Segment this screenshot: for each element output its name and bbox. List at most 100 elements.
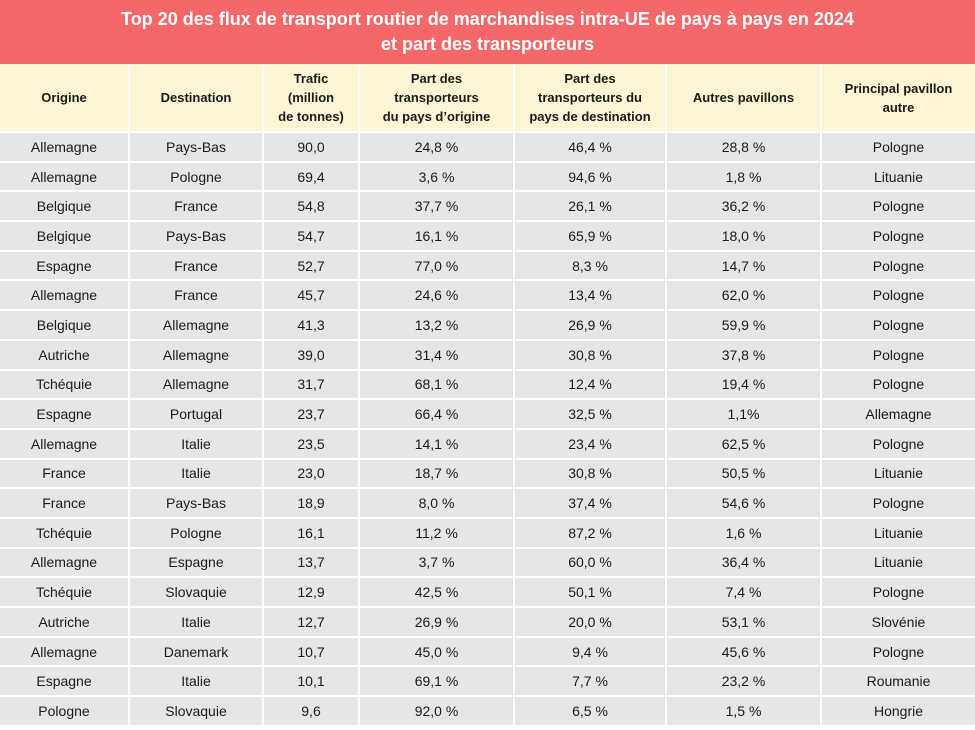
cell-part-origine: 77,0 %: [360, 251, 515, 282]
cell-part-destination: 46,4 %: [515, 133, 667, 163]
cell-trafic: 41,3: [264, 311, 360, 341]
header-part-destination-line-1: Part des: [564, 71, 616, 86]
cell-destination: Italie: [130, 429, 264, 460]
cell-trafic: 18,9: [264, 489, 360, 519]
cell-principal-pavillon: Roumanie: [822, 667, 975, 698]
table-row: Tchéquie Allemagne 31,7 68,1 % 12,4 % 19,4 % P…: [0, 370, 975, 401]
cell-part-destination: 65,9 %: [515, 222, 667, 252]
header-principal-pavillon: Principal pavillon autre: [822, 64, 975, 133]
cell-trafic: 23,0: [264, 459, 360, 490]
cell-autres-pavillons: 59,9 %: [667, 311, 822, 341]
cell-autres-pavillons: 18,0 %: [667, 222, 822, 252]
cell-trafic: 12,9: [264, 578, 360, 608]
table-row: Pologne Slovaquie 9,6 92,0 % 6,5 % 1,5 % Hongr…: [0, 697, 975, 727]
cell-part-origine: 66,4 %: [360, 400, 515, 430]
cell-autres-pavillons: 19,4 %: [667, 370, 822, 401]
table-row: Belgique Allemagne 41,3 13,2 % 26,9 % 59,9 % P…: [0, 311, 975, 341]
cell-part-destination: 60,0 %: [515, 548, 667, 579]
cell-trafic: 45,7: [264, 281, 360, 312]
cell-principal-pavillon: Lituanie: [822, 548, 975, 579]
cell-autres-pavillons: 62,0 %: [667, 281, 822, 312]
cell-trafic: 54,7: [264, 222, 360, 252]
table-row: France Italie 23,0 18,7 % 30,8 % 50,5 % Lituan…: [0, 459, 975, 490]
cell-trafic: 9,6: [264, 697, 360, 727]
cell-principal-pavillon: Pologne: [822, 251, 975, 282]
cell-part-origine: 42,5 %: [360, 578, 515, 608]
cell-principal-pavillon: Lituanie: [822, 518, 975, 549]
header-trafic-line-1: Trafic: [293, 71, 329, 86]
cell-part-origine: 69,1 %: [360, 667, 515, 698]
cell-autres-pavillons: 36,4 %: [667, 548, 822, 579]
cell-trafic: 54,8: [264, 192, 360, 223]
cell-part-destination: 13,4 %: [515, 281, 667, 312]
cell-part-destination: 26,1 %: [515, 192, 667, 223]
cell-part-origine: 26,9 %: [360, 608, 515, 638]
cell-origine: Allemagne: [0, 162, 130, 193]
cell-origine: Tchéquie: [0, 578, 130, 608]
cell-destination: France: [130, 251, 264, 282]
cell-destination: Pologne: [130, 162, 264, 193]
cell-trafic: 10,1: [264, 667, 360, 698]
header-autres-pavillons-label: Autres pavillons: [692, 90, 795, 105]
cell-origine: Allemagne: [0, 637, 130, 668]
cell-part-origine: 24,8 %: [360, 133, 515, 163]
cell-part-destination: 37,4 %: [515, 489, 667, 519]
cell-part-destination: 26,9 %: [515, 311, 667, 341]
cell-destination: France: [130, 192, 264, 223]
cell-destination: Italie: [130, 667, 264, 698]
table-row: Autriche Italie 12,7 26,9 % 20,0 % 53,1 % Slov…: [0, 608, 975, 638]
cell-part-origine: 92,0 %: [360, 697, 515, 727]
header-part-destination-line-3: pays de destination: [529, 109, 651, 124]
table-row: France Pays-Bas 18,9 8,0 % 37,4 % 54,6 % Polog…: [0, 489, 975, 519]
cell-trafic: 52,7: [264, 251, 360, 282]
table-row: Autriche Allemagne 39,0 31,4 % 30,8 % 37,8 % P…: [0, 340, 975, 371]
header-trafic: Trafic (million de tonnes): [264, 64, 360, 133]
cell-destination: Danemark: [130, 637, 264, 668]
cell-trafic: 69,4: [264, 162, 360, 193]
cell-trafic: 16,1: [264, 518, 360, 549]
cell-trafic: 10,7: [264, 637, 360, 668]
cell-destination: Slovaquie: [130, 578, 264, 608]
cell-part-destination: 23,4 %: [515, 429, 667, 460]
cell-part-origine: 16,1 %: [360, 222, 515, 252]
cell-origine: Espagne: [0, 667, 130, 698]
header-part-origine-line-2: transporteurs: [394, 90, 479, 105]
table-row: Belgique France 54,8 37,7 % 26,1 % 36,2 % Polo…: [0, 192, 975, 223]
cell-origine: France: [0, 489, 130, 519]
cell-autres-pavillons: 37,8 %: [667, 340, 822, 371]
cell-origine: Tchéquie: [0, 518, 130, 549]
cell-part-origine: 45,0 %: [360, 637, 515, 668]
cell-part-origine: 37,7 %: [360, 192, 515, 223]
cell-autres-pavillons: 54,6 %: [667, 489, 822, 519]
cell-destination: Italie: [130, 459, 264, 490]
cell-destination: Pologne: [130, 518, 264, 549]
cell-principal-pavillon: Pologne: [822, 192, 975, 223]
cell-part-destination: 30,8 %: [515, 459, 667, 490]
table-header: Origine Destination Trafic (million de t…: [0, 64, 975, 133]
cell-autres-pavillons: 53,1 %: [667, 608, 822, 638]
cell-principal-pavillon: Pologne: [822, 133, 975, 163]
header-part-origine-line-3: du pays d’origine: [382, 109, 491, 124]
table-row: Allemagne Pologne 69,4 3,6 % 94,6 % 1,8 % Litu…: [0, 162, 975, 193]
table-row: Belgique Pays-Bas 54,7 16,1 % 65,9 % 18,0 % Po…: [0, 222, 975, 252]
cell-origine: Pologne: [0, 697, 130, 727]
cell-part-origine: 24,6 %: [360, 281, 515, 312]
table-row: Allemagne Danemark 10,7 45,0 % 9,4 % 45,6 % Po…: [0, 637, 975, 668]
header-part-destination: Part des transporteurs du pays de destin…: [515, 64, 667, 133]
cell-autres-pavillons: 1,8 %: [667, 162, 822, 193]
header-part-origine: Part des transporteurs du pays d’origine: [360, 64, 515, 133]
cell-destination: Espagne: [130, 548, 264, 579]
cell-destination: France: [130, 281, 264, 312]
cell-principal-pavillon: Pologne: [822, 370, 975, 401]
cell-autres-pavillons: 45,6 %: [667, 637, 822, 668]
cell-origine: Belgique: [0, 192, 130, 223]
cell-origine: France: [0, 459, 130, 490]
cell-part-destination: 12,4 %: [515, 370, 667, 401]
cell-principal-pavillon: Lituanie: [822, 459, 975, 490]
cell-principal-pavillon: Pologne: [822, 281, 975, 312]
cell-origine: Belgique: [0, 311, 130, 341]
cell-part-origine: 13,2 %: [360, 311, 515, 341]
cell-origine: Allemagne: [0, 548, 130, 579]
cell-principal-pavillon: Pologne: [822, 489, 975, 519]
header-destination-label: Destination: [160, 90, 232, 105]
